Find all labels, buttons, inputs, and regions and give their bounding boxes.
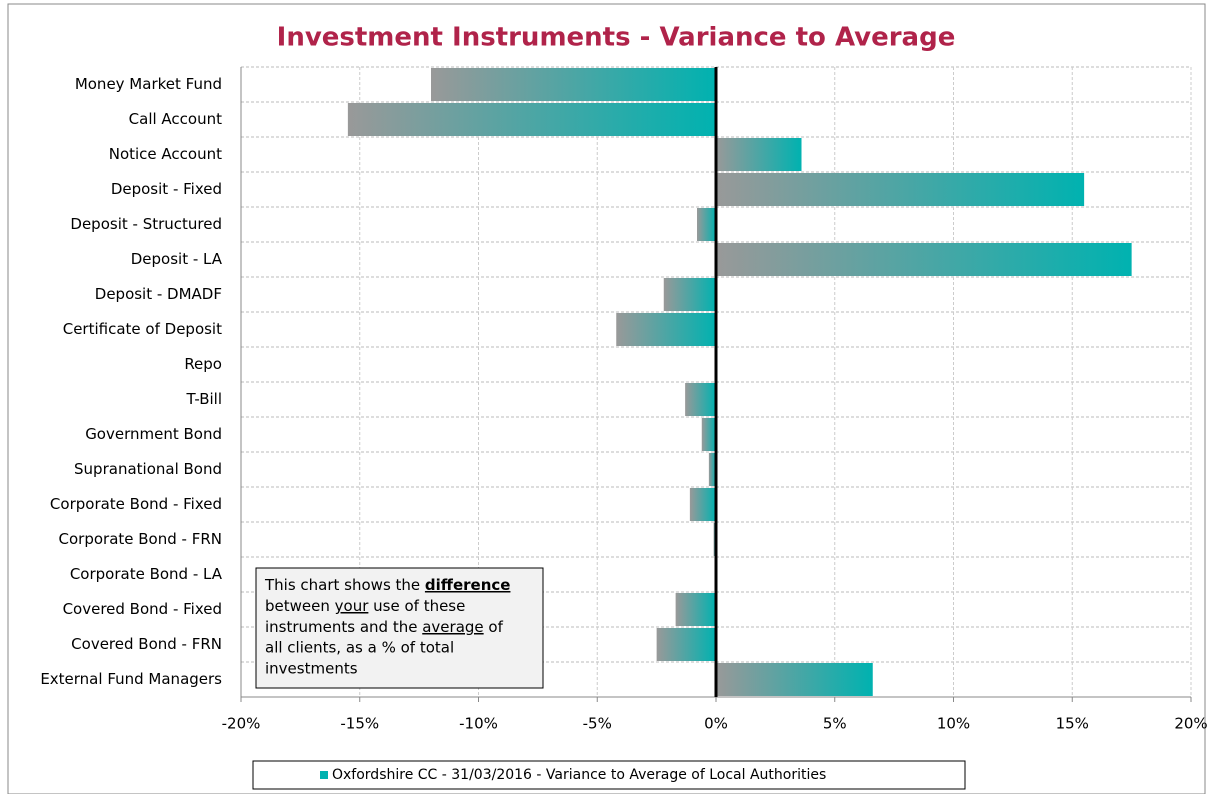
y-tick-label: External Fund Managers <box>40 670 222 688</box>
x-tick-label: -5% <box>583 715 612 733</box>
y-tick-label: T-Bill <box>186 390 222 408</box>
annotation: This chart shows the difference <box>264 576 510 594</box>
bar <box>701 418 716 451</box>
chart-title: Investment Instruments - Variance to Ave… <box>277 23 956 53</box>
annotation: instruments and the average of <box>265 618 504 636</box>
legend-swatch <box>320 771 328 779</box>
bar <box>663 278 716 311</box>
bar <box>708 453 716 486</box>
legend-label: Oxfordshire CC - 31/03/2016 - Variance t… <box>332 767 826 783</box>
bar <box>656 628 716 661</box>
y-tick-label: Covered Bond - FRN <box>71 635 222 653</box>
bar <box>716 173 1085 206</box>
y-tick-label: Repo <box>184 355 222 373</box>
annotation: investments <box>265 660 358 678</box>
y-tick-label: Corporate Bond - Fixed <box>50 495 222 513</box>
x-tick-label: 0% <box>704 715 728 733</box>
y-tick-label: Corporate Bond - FRN <box>59 530 222 548</box>
x-tick-label: -20% <box>222 715 261 733</box>
y-tick-label: Call Account <box>129 110 222 128</box>
annotation-box <box>255 567 544 689</box>
plot-area: -20% -15% -10% -5% 0% 5% 10% 15% 20% Money Market… <box>40 66 1208 733</box>
x-tick-label: -15% <box>340 715 379 733</box>
bar <box>716 243 1132 276</box>
legend <box>252 760 966 790</box>
x-tick-label: 15% <box>1056 715 1089 733</box>
bar <box>685 383 716 416</box>
y-tick-label: Deposit - LA <box>131 250 223 268</box>
x-tick-label: 5% <box>823 715 847 733</box>
x-tick-label: 20% <box>1174 715 1207 733</box>
y-tick-label: Deposit - DMADF <box>95 285 222 303</box>
y-tick-label: Certificate of Deposit <box>63 320 222 338</box>
annotation: between your use of these <box>265 597 465 615</box>
y-tick-label: Money Market Fund <box>75 75 222 93</box>
y-tick-label: Notice Account <box>109 145 222 163</box>
y-tick-label: Covered Bond - Fixed <box>63 600 222 618</box>
y-tick-label: Government Bond <box>85 425 222 443</box>
y-tick-label: Deposit - Fixed <box>111 180 222 198</box>
bar <box>347 103 716 136</box>
annotation: all clients, as a % of total <box>265 639 454 657</box>
bar <box>716 663 873 696</box>
y-tick-label: Deposit - Structured <box>70 215 222 233</box>
bar <box>616 313 716 346</box>
y-tick-label: Supranational Bond <box>74 460 222 478</box>
bar <box>431 68 716 101</box>
bar <box>675 593 716 626</box>
bar <box>689 488 716 521</box>
bar <box>697 208 716 241</box>
bar <box>716 138 802 171</box>
x-tick-label: -10% <box>459 715 498 733</box>
x-tick-label: 10% <box>937 715 970 733</box>
y-tick-label: Corporate Bond - LA <box>70 565 223 583</box>
